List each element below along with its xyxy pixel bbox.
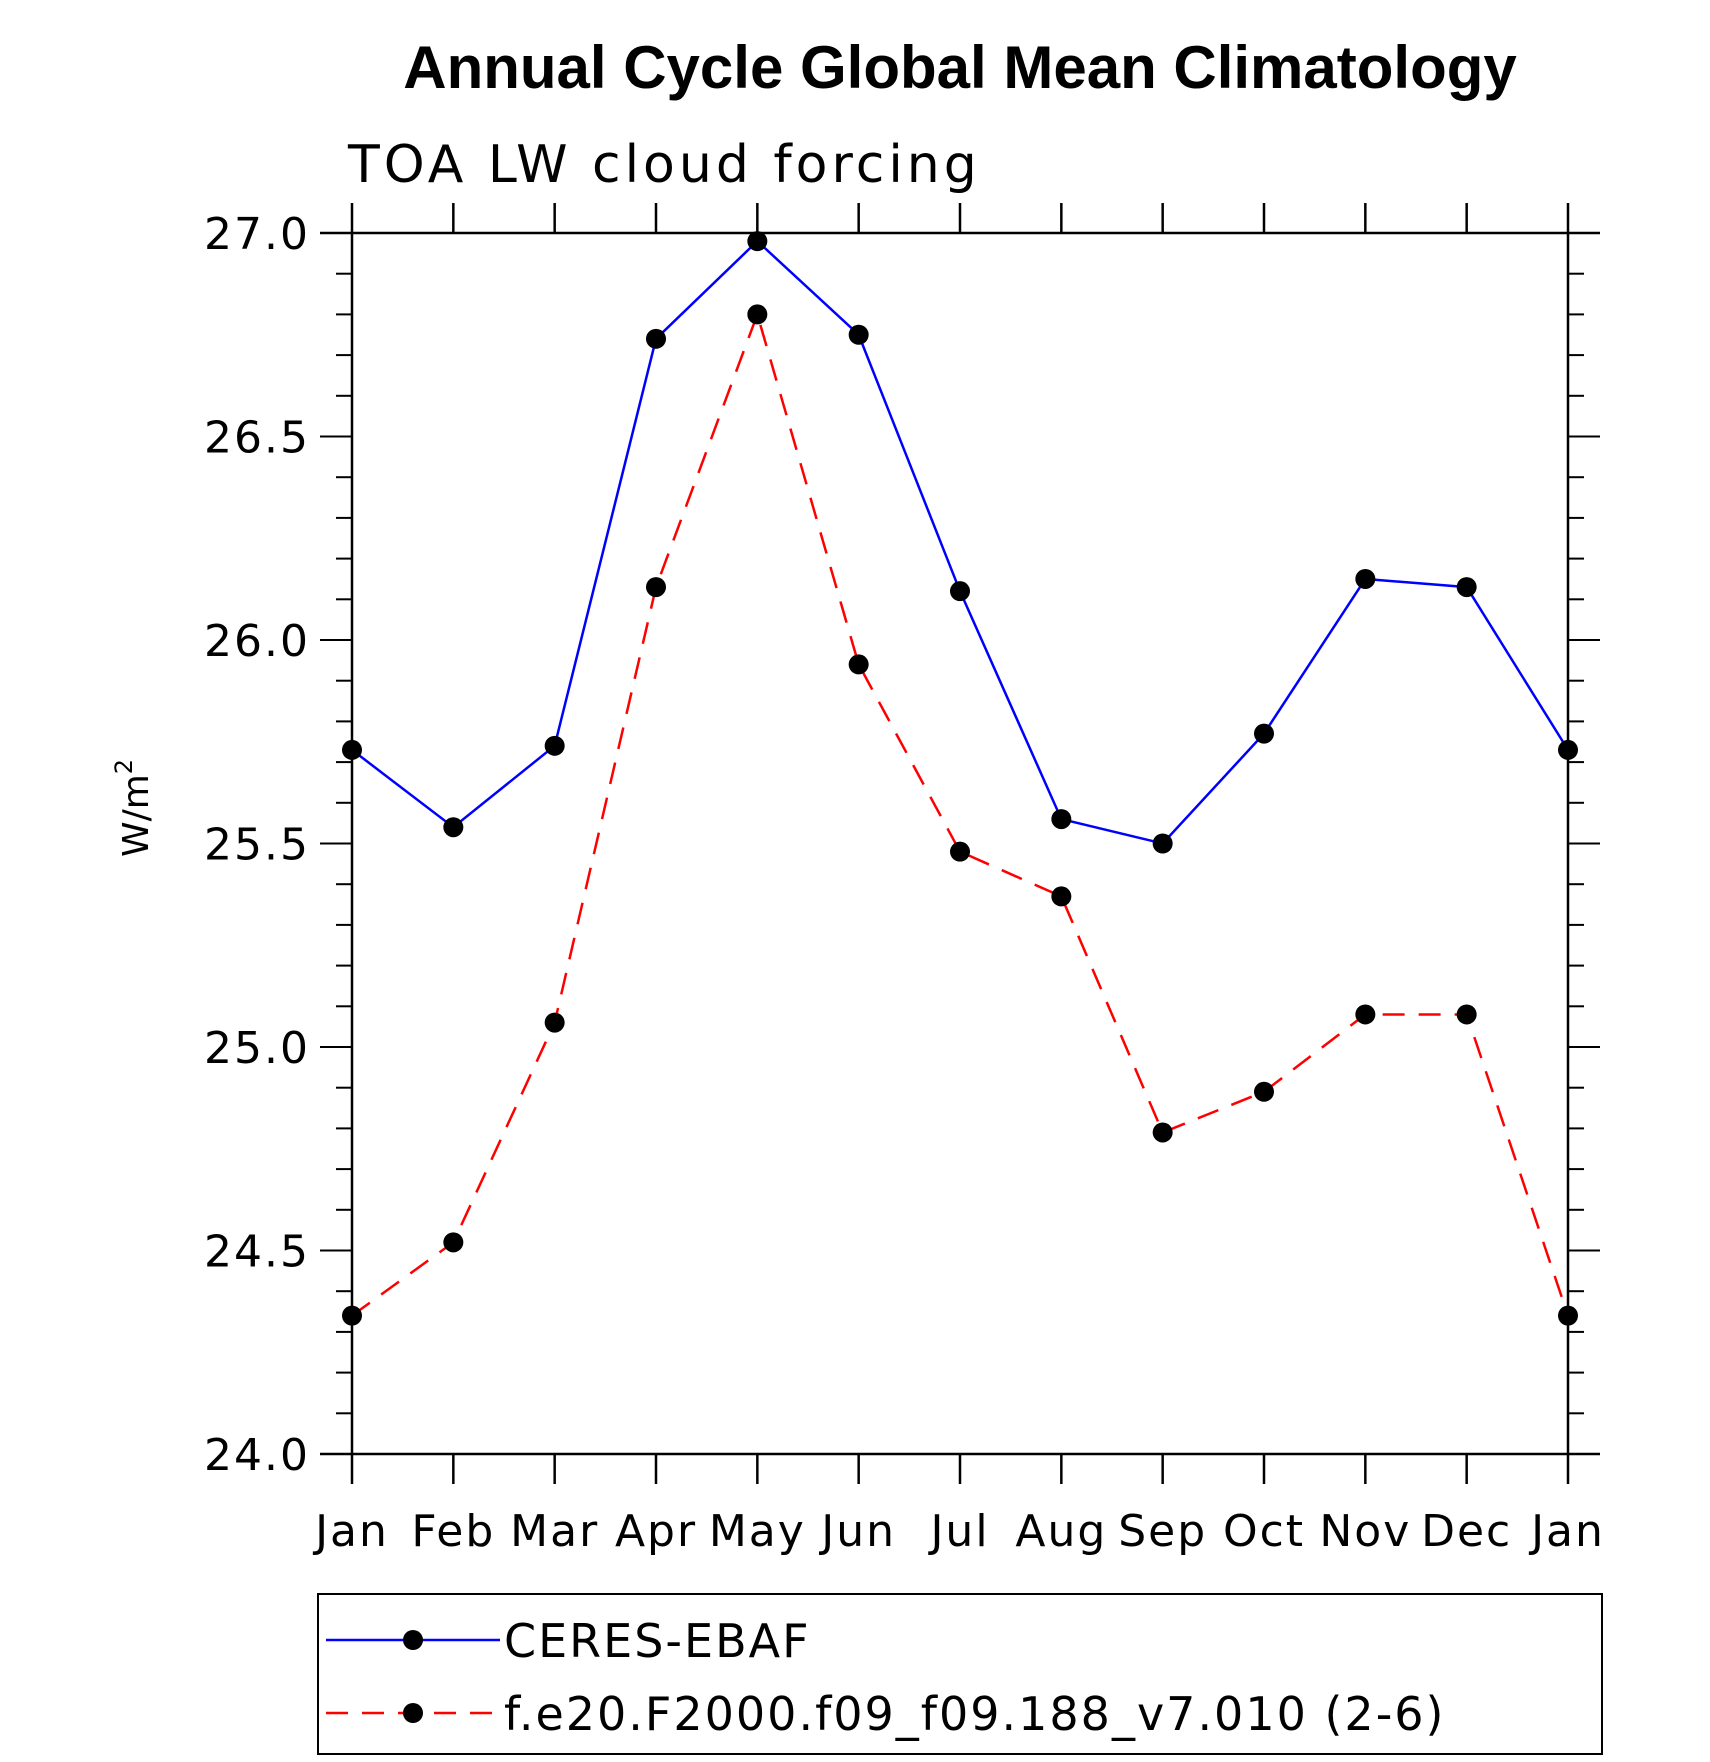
y-axis-label: W/m2: [110, 759, 157, 857]
x-tick-label: Dec: [1421, 1506, 1512, 1557]
x-tick-label: Mar: [510, 1506, 599, 1557]
y-axis-label-text: W/m: [116, 774, 157, 857]
series-line-1: [351, 239, 1570, 845]
series-1-point: [1051, 809, 1072, 830]
y-tick-label: 25.0: [204, 1023, 310, 1074]
series-2-point: [848, 654, 869, 675]
series-2-point: [1051, 886, 1072, 907]
series-2-point: [544, 1012, 565, 1033]
series-layer: [342, 231, 1578, 1326]
legend-marker-1: [403, 1630, 423, 1650]
series-line-2: [351, 310, 1570, 1317]
series-1-point: [646, 328, 666, 349]
legend-marker-2: [403, 1703, 423, 1723]
series-1-point: [1152, 833, 1173, 854]
x-tick-label: Aug: [1015, 1506, 1107, 1557]
series-1-point: [848, 324, 869, 345]
series-1-point: [1355, 568, 1376, 589]
legend-label-2: f.e20.F2000.f09_f09.188_v7.010 (2-6): [504, 1687, 1446, 1741]
series-2-point: [1152, 1122, 1173, 1143]
legend-box: [317, 1593, 1603, 1755]
svg-text:W/m2: W/m2: [110, 759, 157, 857]
series-1-point: [1456, 577, 1477, 598]
series-1-point: [1254, 723, 1274, 744]
x-tick-label: Jul: [927, 1506, 989, 1557]
series-2-point: [1456, 1004, 1477, 1025]
series-2-point: [950, 841, 970, 862]
x-tick-label: Jan: [1528, 1506, 1605, 1557]
series-2-point: [1355, 1004, 1376, 1025]
chart-subtitle: TOA LW cloud forcing: [347, 135, 981, 195]
x-tick-label: Apr: [615, 1506, 697, 1557]
series-2-point: [342, 1305, 362, 1326]
y-tick-label: 26.0: [204, 616, 310, 667]
legend: CERES-EBAF f.e20.F2000.f09_f09.188_v7.010…: [317, 1593, 1603, 1755]
chart-title: Annual Cycle Global Mean Climatology: [403, 34, 1517, 101]
series-1-point: [544, 735, 565, 756]
series-2-point: [646, 577, 666, 598]
x-tick-label: Feb: [411, 1506, 495, 1557]
x-tick-label: Sep: [1118, 1506, 1207, 1557]
series-2-point: [1558, 1305, 1578, 1326]
y-axis-label-superscript: 2: [110, 759, 138, 774]
y-tick-label: 26.5: [204, 413, 310, 464]
legend-label-1: CERES-EBAF: [504, 1614, 811, 1668]
series-1-point: [443, 817, 464, 838]
y-tick-label: 25.5: [204, 820, 310, 871]
x-tick-label: Jan: [312, 1506, 389, 1557]
axes: Jan Feb Mar Apr May Jun Jul Aug Sep Oct Nov Dec Jan2…: [204, 203, 1605, 1557]
x-tick-label: May: [709, 1506, 806, 1557]
y-tick-label: 24.5: [204, 1227, 310, 1278]
series-1-point: [342, 739, 362, 760]
series-1-point: [1558, 739, 1578, 760]
series-1-point: [950, 581, 970, 602]
x-tick-label: Nov: [1319, 1506, 1411, 1557]
series-2-point: [747, 304, 768, 325]
series-2-point: [1254, 1081, 1274, 1102]
y-tick-label: 24.0: [204, 1430, 310, 1481]
y-tick-label: 27.0: [204, 209, 310, 260]
x-tick-label: Oct: [1223, 1506, 1305, 1557]
series-2-point: [443, 1232, 464, 1253]
series-1-point: [747, 231, 768, 252]
x-tick-label: Jun: [818, 1506, 896, 1557]
